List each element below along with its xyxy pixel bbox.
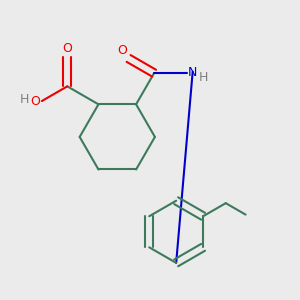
- Text: N: N: [188, 66, 197, 79]
- Text: O: O: [62, 42, 72, 55]
- Text: O: O: [117, 44, 127, 57]
- Text: H: H: [20, 93, 29, 106]
- Text: H: H: [198, 70, 208, 84]
- Text: O: O: [30, 94, 40, 108]
